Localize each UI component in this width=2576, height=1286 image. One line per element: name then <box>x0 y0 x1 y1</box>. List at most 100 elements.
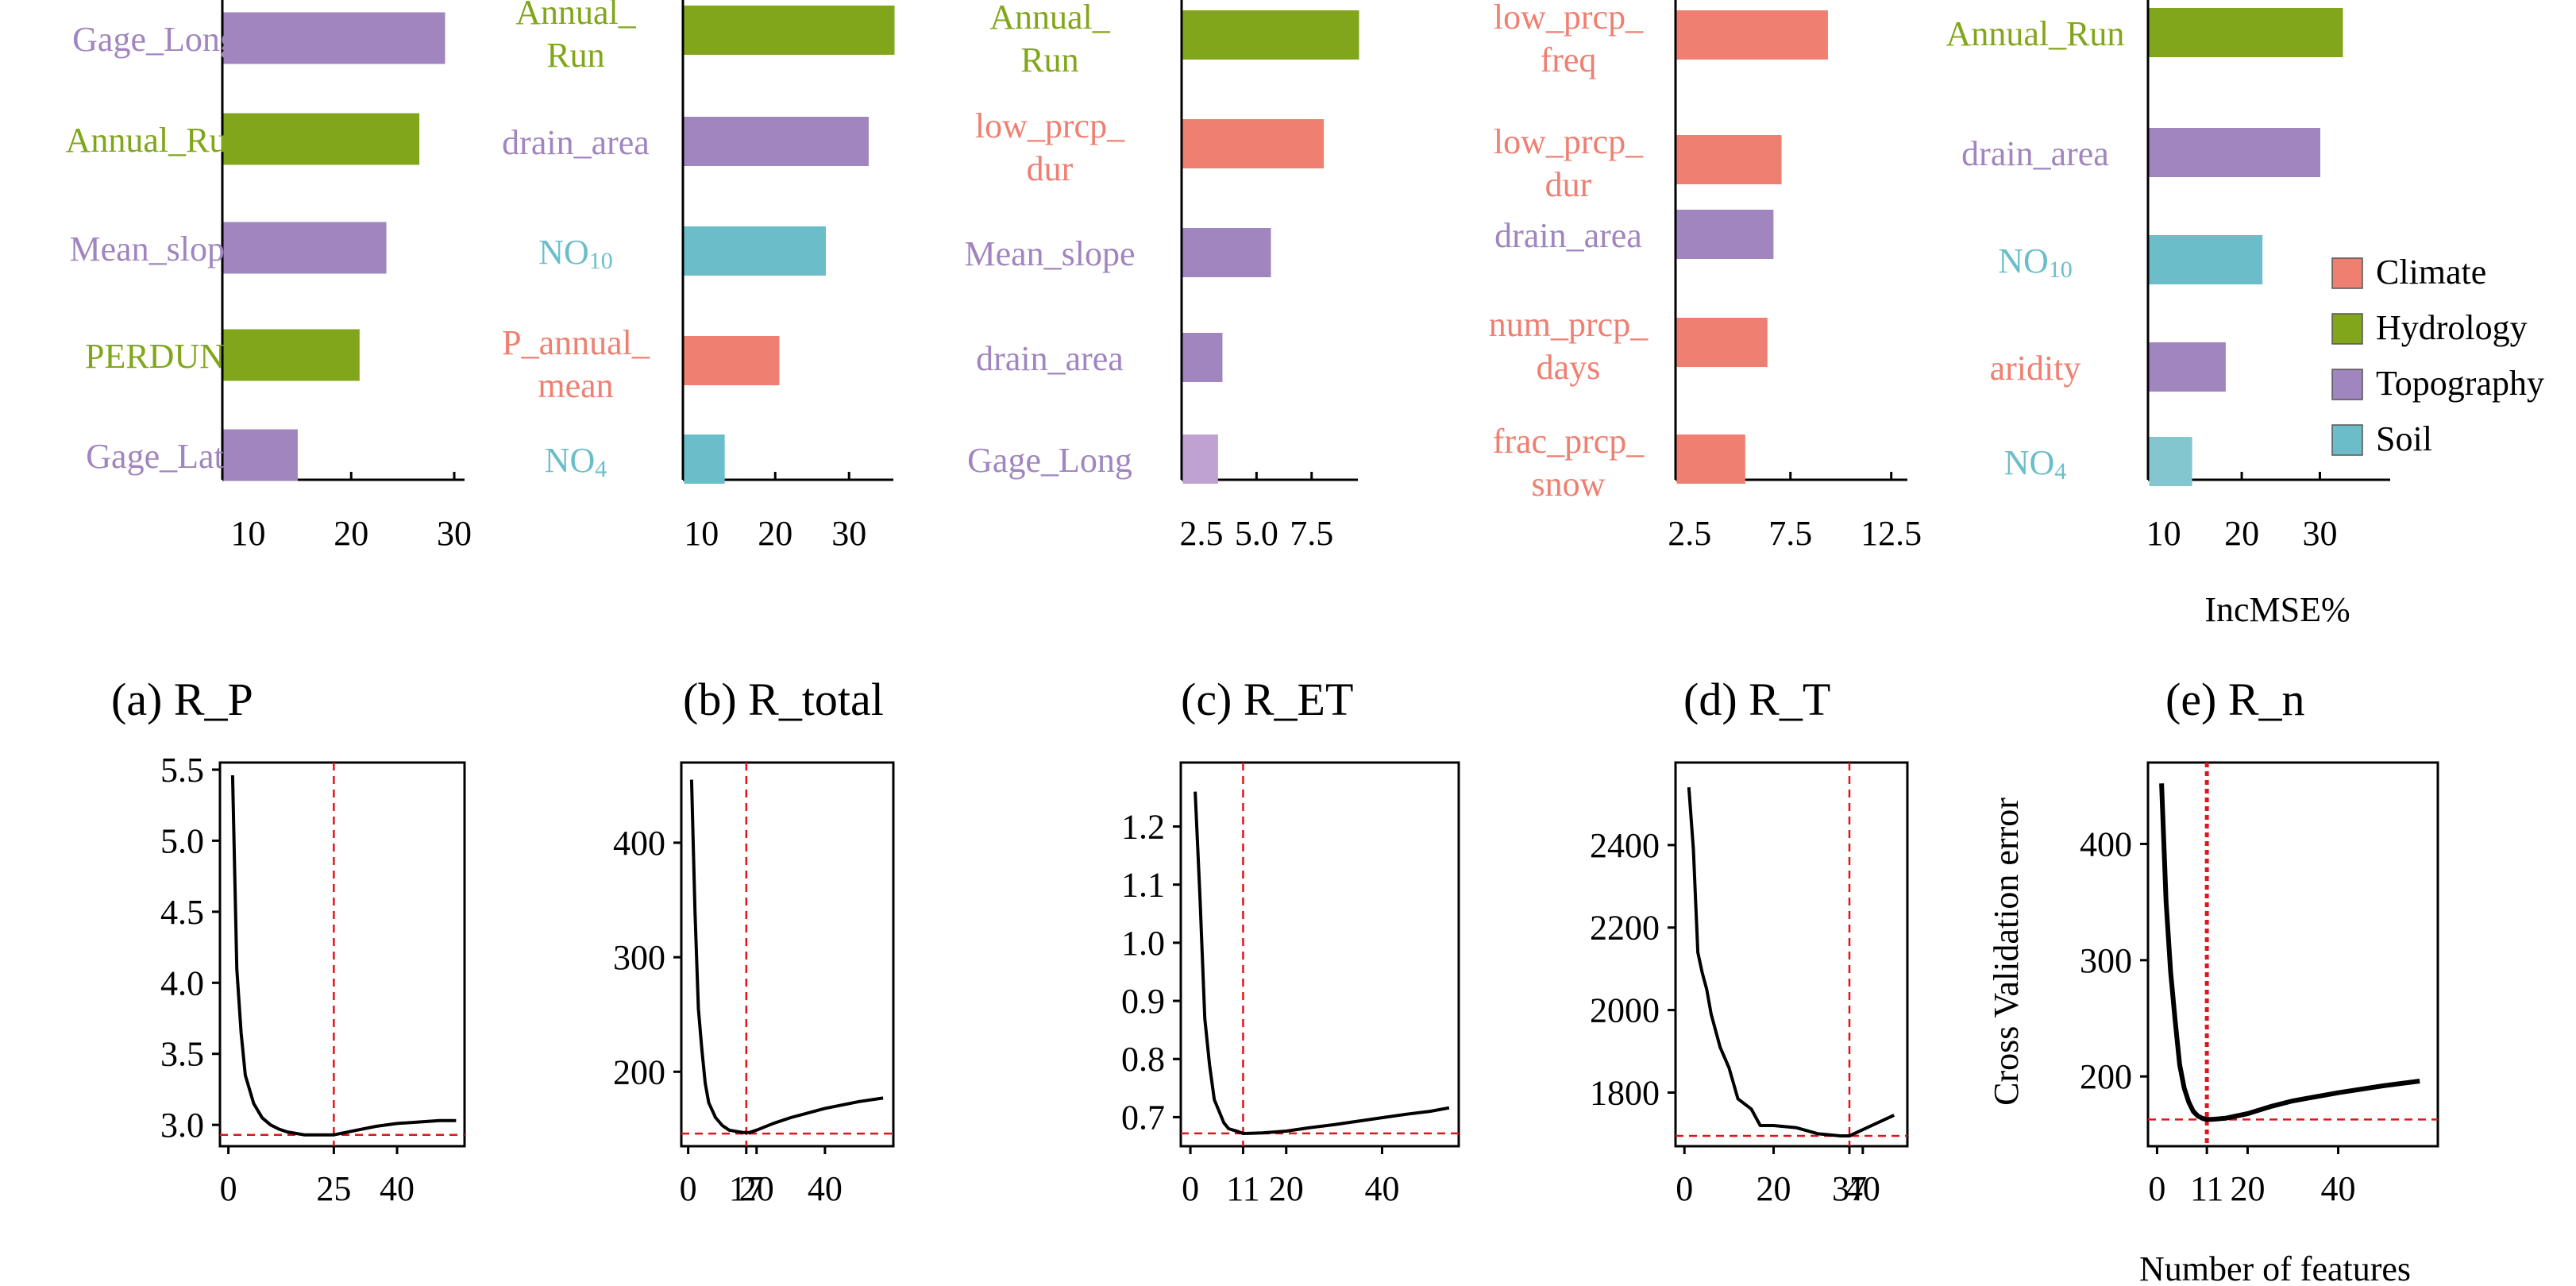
optimal-feature-tick-label: 37 <box>1832 1169 1867 1208</box>
y-tick-label: 3.0 <box>160 1106 204 1145</box>
x-tick-label: 20 <box>2230 1169 2265 1208</box>
bar-label: Mean_slope <box>964 234 1135 273</box>
y-tick-label: 2200 <box>1590 909 1660 948</box>
plot-frame <box>1674 761 1909 1148</box>
bar-label: Gage_Long <box>72 20 237 59</box>
bar-label: aridity <box>1990 349 2081 388</box>
optimal-feature-tick-label: 17 <box>729 1169 764 1208</box>
bar-label: NO10 <box>538 233 613 274</box>
bar-label: drain_area <box>502 123 650 162</box>
x-tick-label: 40 <box>2321 1169 2356 1208</box>
y-tick-label: 1800 <box>1590 1073 1660 1112</box>
bar-label: Annual_Run <box>1946 14 2125 53</box>
bar-label: NO4 <box>545 441 607 482</box>
legend-label: Soil <box>2376 419 2432 458</box>
bar <box>2149 342 2226 392</box>
optimal-feature-tick-label: 25 <box>316 1169 351 1208</box>
y-tick-label: 0.7 <box>1121 1098 1165 1137</box>
x-tick-label: 10 <box>2146 514 2181 553</box>
bar <box>2149 235 2263 284</box>
bar <box>684 226 827 276</box>
importance-chart-r-total: 10 20 30Annual_Rundrain_areaNO10P_annual_m… <box>502 0 895 553</box>
bar <box>1182 333 1223 382</box>
legend-swatch <box>2331 424 2363 456</box>
x-tick-label: 5.0 <box>1235 514 1278 553</box>
cv-axis-title-x: Number of features <box>2139 1249 2411 1286</box>
bar-label-line2: freq <box>1541 41 1597 79</box>
cv-error-line <box>1687 787 1895 1137</box>
y-tick-label: 400 <box>613 824 665 863</box>
y-tick-label: 200 <box>2080 1057 2132 1096</box>
cv-error-line <box>1194 791 1450 1135</box>
bar-label-main: NO <box>2004 443 2055 482</box>
legend-swatch <box>2331 369 2363 400</box>
bar <box>684 117 869 166</box>
bar-label-main: NO <box>545 441 596 480</box>
x-tick-label: 20 <box>1269 1169 1304 1208</box>
y-tick-label: 0.9 <box>1121 982 1165 1021</box>
bar <box>223 12 445 64</box>
bar-label-subscript: 4 <box>2054 458 2066 485</box>
bar-label-line1: low_prcp_ <box>1494 122 1644 161</box>
bar-label: Gage_Long <box>967 441 1132 480</box>
plot-frame <box>2146 761 2439 1148</box>
bar <box>1182 119 1325 168</box>
bar <box>1676 318 1768 367</box>
x-tick-label: 2.5 <box>1668 514 1711 553</box>
y-tick-label: 5.5 <box>160 751 204 790</box>
bar-label-line1: Annual_ <box>515 0 637 32</box>
y-tick-label: 0.8 <box>1121 1040 1165 1079</box>
legend-label: Climate <box>2376 253 2486 292</box>
bar <box>2149 8 2343 57</box>
bar-label-line2: snow <box>1532 465 1606 504</box>
bar <box>1182 10 1359 60</box>
x-tick-label: 20 <box>739 1169 774 1208</box>
bar <box>684 434 725 484</box>
cv-chart-r-et: (c) R_ET 0.7 0.8 0.9 1.0 1.1 1.2 0 11 20 40 <box>1121 674 1460 1208</box>
x-tick-label: 0 <box>680 1169 697 1208</box>
x-tick-label: 40 <box>1364 1169 1399 1208</box>
bar-label-line1: frac_prcp_ <box>1493 422 1645 461</box>
optimal-feature-tick-label: 11 <box>2190 1169 2223 1208</box>
x-tick-label: 40 <box>808 1169 843 1208</box>
y-tick-label: 4.0 <box>160 964 204 1002</box>
bar-label: drain_area <box>976 339 1124 378</box>
chart-title: (d) R_T <box>1683 674 1830 725</box>
bar-label-line2: dur <box>1545 165 1592 204</box>
bar <box>1182 434 1218 484</box>
x-tick-label: 0 <box>2148 1169 2165 1208</box>
bar-label-line2: Run <box>1020 41 1078 79</box>
bar-label-main: NO <box>538 233 589 272</box>
y-tick-label: 1.2 <box>1121 808 1165 847</box>
bar-label: NO4 <box>2004 443 2067 485</box>
bar-label-line2: Run <box>546 36 604 75</box>
plot-frame <box>218 761 466 1148</box>
bar-label-line2: days <box>1537 348 1601 387</box>
bar <box>684 336 780 385</box>
importance-chart-r-p: 10 20 30 Gage_Long Annual_Run Mean_slope PERDU… <box>66 0 472 553</box>
optimal-feature-tick-label: 11 <box>1226 1169 1259 1208</box>
bar-label: Annual_Run <box>66 121 245 160</box>
x-tick-label: 20 <box>2224 514 2259 553</box>
importance-chart-r-et: 2.5 5.0 7.5 Annual_ Run low_prcp_dur Mean_slop… <box>964 0 1359 553</box>
x-tick-label: 20 <box>1757 1169 1791 1208</box>
bar-label-line1: low_prcp_ <box>975 106 1125 145</box>
y-tick-label: 3.5 <box>160 1035 204 1074</box>
chart-title: (b) R_total <box>683 674 884 725</box>
plot-frame <box>1179 761 1460 1148</box>
x-tick-label: 20 <box>758 514 792 553</box>
bar-label-line2: mean <box>538 366 613 405</box>
cv-error-line <box>689 779 884 1134</box>
x-tick-label: 40 <box>380 1169 415 1208</box>
x-tick-label: 7.5 <box>1290 514 1333 553</box>
chart-title: (a) R_P <box>111 674 253 725</box>
x-tick-label: 30 <box>437 514 472 553</box>
y-tick-label: 1.1 <box>1121 866 1165 905</box>
bar <box>2149 128 2320 177</box>
bar-label: Gage_Lat <box>86 437 223 476</box>
bar <box>684 6 895 55</box>
x-tick-label: 40 <box>1845 1169 1880 1208</box>
bar <box>1676 135 1782 184</box>
cv-chart-r-n: (e) R_n 200 300 400 0 11 20 40 <box>2080 674 2439 1208</box>
